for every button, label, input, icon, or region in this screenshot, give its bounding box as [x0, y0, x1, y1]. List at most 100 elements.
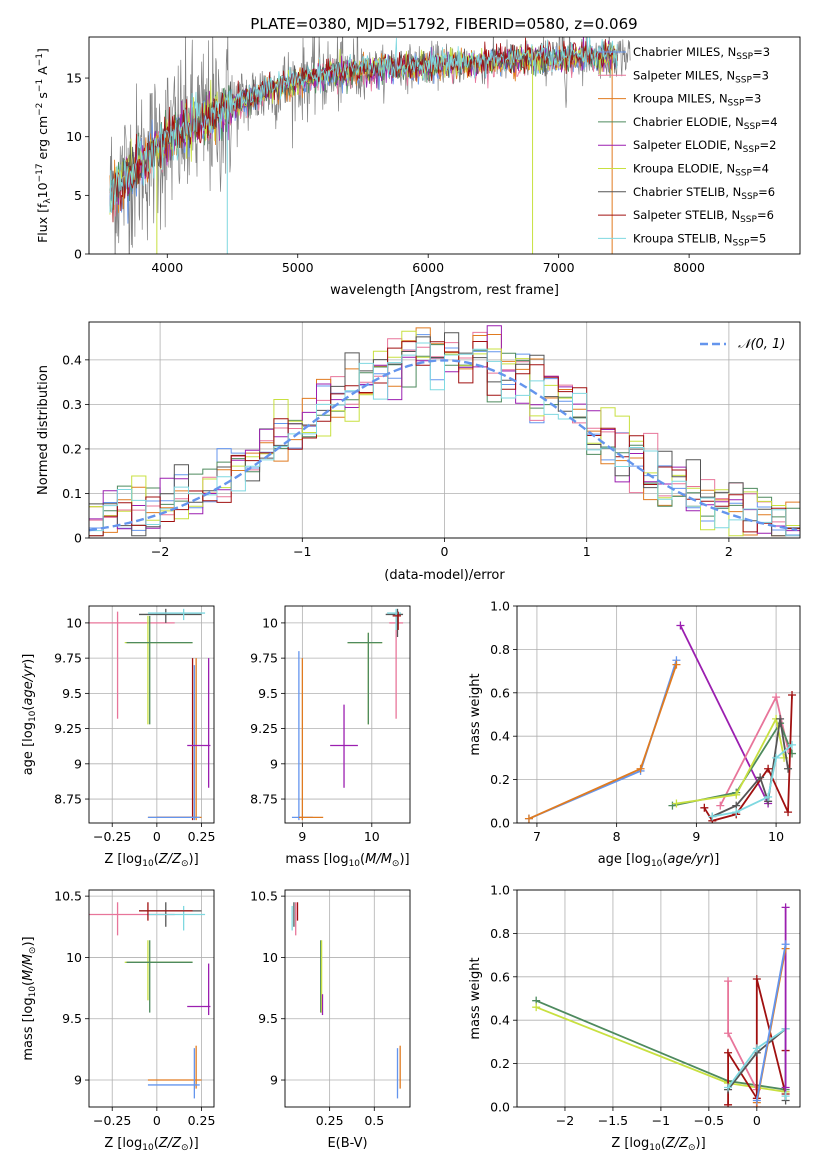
label-part: =2: [760, 138, 777, 152]
y-tick-label: 0.4: [490, 729, 510, 744]
plot-area: [291, 608, 404, 821]
data-point: [781, 1092, 790, 1101]
y-tick-label: 9: [270, 756, 278, 771]
x-tick-label: −1.5: [598, 1113, 628, 1128]
x-tick-label: 0: [441, 544, 449, 559]
series-line: [676, 716, 785, 805]
label-part: (: [21, 706, 36, 711]
data-point: [708, 812, 717, 821]
label-part: =6: [757, 208, 774, 222]
y-tick-label: 1.0: [490, 599, 510, 614]
y-tick-label: 10: [66, 950, 82, 965]
label-part: Kroupa ELODIE, N: [633, 162, 735, 176]
axes-frame: [88, 889, 215, 1108]
errorbar-salpeter_elodie: [187, 963, 211, 1016]
data-point: [672, 799, 681, 808]
label-part: age [log: [598, 852, 651, 867]
y-tick-label: 0.2: [490, 1056, 510, 1071]
label-part: A: [35, 66, 50, 79]
x-tick-label: 0: [153, 1113, 161, 1128]
y-tick-label: 10.5: [54, 889, 82, 904]
x-tick-label: −2: [151, 544, 169, 559]
x-axis-label: Z [log10(Z/Z⊙)]: [104, 1136, 198, 1153]
y-tick-label: 9: [270, 1073, 278, 1088]
label-part: SSP: [741, 192, 758, 202]
axes-frame: [284, 889, 411, 1108]
data-point: [781, 940, 790, 949]
errorbar-kroupa_miles: [147, 658, 202, 821]
legend-label: Salpeter STELIB, NSSP=6: [633, 208, 774, 225]
data-point: [724, 1100, 733, 1107]
axes-weight_vs_z: −2 −1.5 −1 −0.5 0 0.0 0.2 0.4 0.6 0.8 1.0 Z [log10(…: [468, 883, 801, 1153]
axes-mass_vs_ebv: 0.25 0.5 9 9.5 10 10.5 E(B-V): [250, 889, 411, 1151]
label-part: 10: [142, 1143, 154, 1153]
errorbar-kroupa_elodie: [124, 940, 193, 1001]
x-axis-label: E(B-V): [327, 1136, 367, 1151]
label-part: =6: [758, 185, 775, 199]
errorbar-salpeter_miles: [89, 611, 175, 719]
legend-label: Salpeter ELODIE, NSSP=2: [633, 138, 776, 155]
errorbar-chabrier_elodie: [126, 615, 193, 725]
x-tick-label: 0.25: [188, 1113, 216, 1128]
label-part: SSP: [744, 122, 761, 132]
y-tick-label: 9.25: [250, 721, 278, 736]
data-point: [724, 977, 733, 986]
errorbar-chabrier_stelib: [139, 608, 202, 623]
label-part: 10: [651, 859, 663, 869]
x-tick-label: 2: [725, 544, 733, 559]
y-tick-label: 0.8: [490, 642, 510, 657]
label-part: Chabrier STELIB, N: [633, 185, 741, 199]
y-tick-label: 8.75: [54, 792, 82, 807]
label-part: ⊙: [392, 859, 400, 869]
label-part: =3: [752, 68, 769, 82]
label-part: Kroupa STELIB, N: [633, 231, 733, 245]
axes-frame: [88, 605, 215, 824]
label-part: Salpeter ELODIE, N: [633, 138, 743, 152]
y-tick-label: 9.25: [54, 721, 82, 736]
label-part: 10: [28, 710, 38, 722]
data-point: [788, 740, 797, 749]
x-tick-label: −1: [293, 544, 311, 559]
label-part: 10: [349, 859, 361, 869]
data-point: [764, 792, 773, 801]
data-point: [724, 1083, 733, 1092]
errorbar-kroupa_stelib: [387, 608, 401, 630]
label-part: Z/Z: [158, 1136, 182, 1151]
label-part: )]: [709, 852, 719, 867]
data-point: [724, 1029, 733, 1038]
data-point: [732, 808, 741, 817]
legend-label: Kroupa MILES, NSSP=3: [633, 92, 761, 109]
data-point: [781, 903, 790, 912]
label-part: −17: [35, 163, 45, 182]
data-point: [764, 764, 773, 773]
x-tick-label: −1: [652, 1113, 670, 1128]
errorbar-kroupa_stelib: [147, 905, 206, 931]
x-axis-label: (data-model)/error: [384, 568, 505, 583]
x-axis-label: Z [log10(Z/Z⊙)]: [104, 852, 198, 869]
label-part: ⊙: [181, 1143, 189, 1153]
label-part: age [log: [21, 722, 36, 775]
x-tick-label: 6000: [412, 260, 444, 275]
y-tick-label: 0.0: [490, 816, 510, 831]
y-tick-label: 0.1: [62, 486, 82, 501]
errorbar-chabrier_miles: [147, 1048, 200, 1099]
label-part: −2: [35, 103, 45, 116]
data-point: [724, 1048, 733, 1057]
x-tick-label: 9: [298, 829, 306, 844]
errorbar-salpeter_elodie: [187, 658, 211, 788]
label-part: 10: [28, 986, 38, 998]
x-tick-label: 7000: [543, 260, 575, 275]
data-point: [700, 803, 709, 812]
label-part: mass weight: [468, 673, 483, 755]
label-part: SSP: [743, 145, 760, 155]
label-part: 10: [35, 182, 50, 198]
data-point: [672, 660, 681, 669]
label-part: Normed distribution: [36, 365, 51, 495]
x-tick-label: −0.25: [93, 829, 131, 844]
label-part: SSP: [733, 238, 750, 248]
axes-frame: [516, 605, 801, 824]
label-part: SSP: [735, 169, 752, 179]
data-point: [781, 1083, 790, 1092]
label-part: Z/Z: [158, 852, 182, 867]
